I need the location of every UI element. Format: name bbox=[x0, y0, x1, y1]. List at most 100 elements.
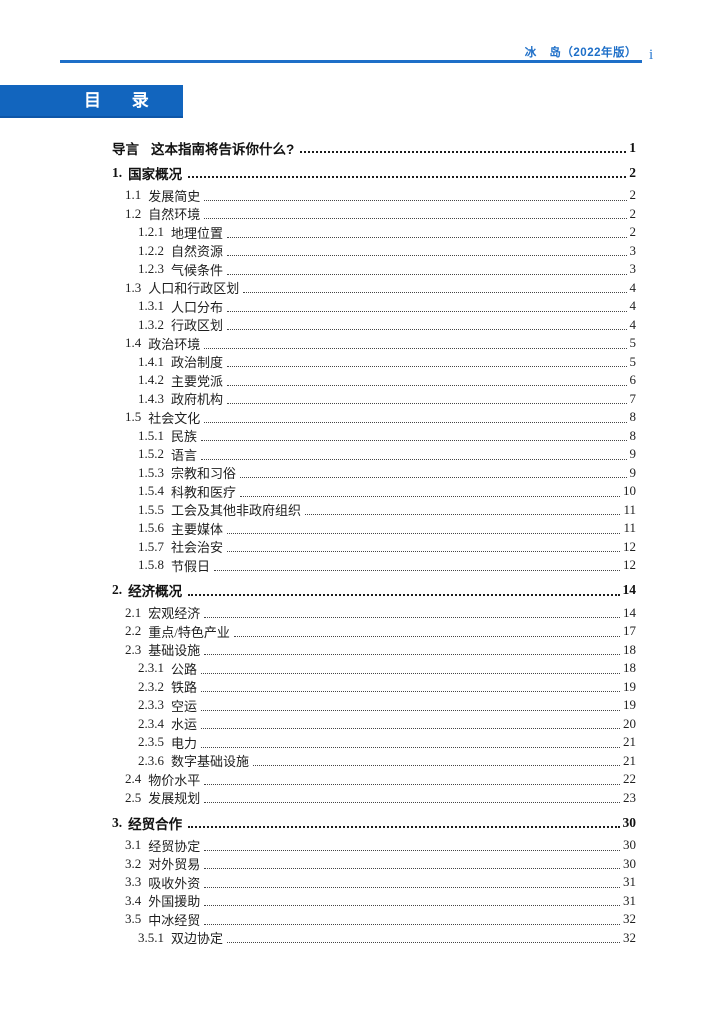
toc-entry[interactable]: 1.5.2 语言 9 bbox=[112, 445, 636, 464]
dot-leader bbox=[201, 709, 620, 711]
toc-entry-title: 发展规划 bbox=[148, 791, 201, 807]
dot-leader bbox=[204, 802, 620, 803]
toc-entry[interactable]: 2.5 发展规划 23 bbox=[112, 789, 636, 808]
toc-entry-title: 政治制度 bbox=[171, 355, 224, 371]
toc-entry[interactable]: 1.5.8 节假日 12 bbox=[112, 556, 636, 575]
toc-entry-number: 3.2 bbox=[125, 855, 142, 871]
toc-entry-number: 1.5.5 bbox=[138, 501, 164, 517]
toc-entry[interactable]: 1.5 社会文化 8 bbox=[112, 408, 636, 427]
dot-leader bbox=[305, 514, 621, 515]
toc-entry[interactable]: 2.4 物价水平 22 bbox=[112, 770, 636, 789]
toc-entry[interactable]: 1.1 发展简史 2 bbox=[112, 186, 636, 205]
toc-entry[interactable]: 3.5 中冰经贸 32 bbox=[112, 910, 636, 929]
toc-entry-title: 经贸合作 bbox=[128, 816, 183, 832]
dot-leader bbox=[227, 532, 621, 534]
toc-entry-title: 外国援助 bbox=[148, 894, 201, 910]
toc-entry-number: 3.5.1 bbox=[138, 929, 164, 945]
dot-leader bbox=[201, 746, 620, 748]
toc-entry[interactable]: 1.5.3 宗教和习俗 9 bbox=[112, 464, 636, 483]
toc-entry[interactable]: 1.5.7 社会治安 12 bbox=[112, 538, 636, 557]
toc-entry[interactable]: 1.3.2 行政区划 4 bbox=[112, 316, 636, 335]
toc-entry[interactable]: 2. 经济概况 14 bbox=[112, 581, 636, 600]
toc-entry[interactable]: 3.4 外国援助 31 bbox=[112, 892, 636, 911]
toc-entry[interactable]: 2.3.3 空运 19 bbox=[112, 696, 636, 715]
toc-entry[interactable]: 3.3 吸收外资 31 bbox=[112, 873, 636, 892]
toc-entry[interactable]: 1.4.1 政治制度 5 bbox=[112, 353, 636, 372]
toc-entry[interactable]: 1.4 政治环境 5 bbox=[112, 334, 636, 353]
toc-entry-title: 人口和行政区划 bbox=[148, 281, 240, 297]
dot-leader bbox=[204, 347, 627, 349]
toc-entry[interactable]: 导言 这本指南将告诉你什么? 1 bbox=[112, 138, 636, 157]
toc-entry[interactable]: 2.3 基础设施 18 bbox=[112, 641, 636, 660]
toc-entry-title: 气候条件 bbox=[171, 262, 224, 278]
toc-entry[interactable]: 1.2.2 自然资源 3 bbox=[112, 242, 636, 261]
toc-entry[interactable]: 1.5.4 科教和医疗 10 bbox=[112, 482, 636, 501]
toc-entry-page: 2 bbox=[629, 164, 636, 180]
dot-leader bbox=[204, 617, 620, 618]
toc-entry[interactable]: 1. 国家概况 2 bbox=[112, 163, 636, 182]
toc-entry-page: 5 bbox=[629, 335, 637, 351]
toc-entry[interactable]: 2.2 重点/特色产业 17 bbox=[112, 622, 636, 641]
toc-entry-number: 2.3.1 bbox=[138, 660, 164, 676]
toc-entry[interactable]: 2.1 宏观经济 14 bbox=[112, 604, 636, 623]
toc-entry-number: 1.4.2 bbox=[138, 372, 164, 388]
toc-entry[interactable]: 1.2 自然环境 2 bbox=[112, 205, 636, 224]
toc-entry[interactable]: 3.2 对外贸易 30 bbox=[112, 855, 636, 874]
toc-entry-page: 32 bbox=[623, 911, 636, 927]
dot-leader bbox=[253, 765, 620, 766]
toc-entry[interactable]: 1.5.5 工会及其他非政府组织 11 bbox=[112, 501, 636, 520]
toc-entry-page: 14 bbox=[623, 604, 636, 620]
toc-entry[interactable]: 1.3 人口和行政区划 4 bbox=[112, 279, 636, 298]
toc-entry-title: 民族 bbox=[171, 429, 198, 445]
toc-entry-page: 18 bbox=[623, 660, 636, 676]
toc-entry-number: 1.5.3 bbox=[138, 464, 164, 480]
toc-entry-title: 工会及其他非政府组织 bbox=[171, 503, 302, 519]
toc-entry-title: 地理位置 bbox=[171, 225, 224, 241]
toc-entry[interactable]: 1.4.2 主要党派 6 bbox=[112, 371, 636, 390]
toc-entry[interactable]: 3.5.1 双边协定 32 bbox=[112, 929, 636, 948]
toc-entry-page: 4 bbox=[629, 316, 637, 332]
toc-entry-number: 1.2.2 bbox=[138, 242, 164, 258]
dot-leader bbox=[227, 273, 627, 275]
dot-leader bbox=[227, 310, 627, 312]
toc-entry-title: 经济概况 bbox=[128, 584, 183, 599]
toc-entry[interactable]: 3. 经贸合作 30 bbox=[112, 813, 636, 832]
toc-entry-page: 19 bbox=[623, 678, 636, 694]
toc-entry-page: 2 bbox=[629, 224, 637, 240]
toc-entry-number: 2.2 bbox=[125, 623, 142, 639]
toc-entry[interactable]: 1.5.6 主要媒体 11 bbox=[112, 519, 636, 538]
toc-entry[interactable]: 2.3.1 公路 18 bbox=[112, 659, 636, 678]
toc-entry[interactable]: 2.3.2 铁路 19 bbox=[112, 678, 636, 697]
toc-entry-number: 导言 bbox=[112, 141, 139, 157]
toc-entry-title: 主要党派 bbox=[171, 373, 224, 389]
toc-entry-title: 经贸协定 bbox=[148, 838, 201, 854]
toc-entry-page: 18 bbox=[623, 641, 636, 657]
toc-entry-page: 30 bbox=[622, 814, 637, 830]
toc-title: 目 录 bbox=[84, 91, 149, 110]
toc-entry-number: 1.5 bbox=[125, 409, 142, 425]
dot-leader bbox=[204, 421, 627, 423]
toc-entry[interactable]: 3.1 经贸协定 30 bbox=[112, 836, 636, 855]
toc-entry-number: 2.3.4 bbox=[138, 715, 164, 731]
toc-entry-page: 23 bbox=[623, 789, 636, 805]
toc-entry-title: 物价水平 bbox=[148, 772, 201, 788]
toc-entry-number: 2.3.5 bbox=[138, 734, 164, 750]
toc-entry-title: 主要媒体 bbox=[171, 521, 224, 537]
toc-entry-number: 1.1 bbox=[125, 187, 142, 203]
toc-entry[interactable]: 1.3.1 人口分布 4 bbox=[112, 297, 636, 316]
toc-entry-page: 9 bbox=[629, 464, 637, 480]
toc-entry-page: 31 bbox=[623, 874, 636, 890]
toc-entry[interactable]: 2.3.6 数字基础设施 21 bbox=[112, 752, 636, 771]
toc-entry-page: 5 bbox=[629, 353, 637, 369]
toc-entry[interactable]: 2.3.4 水运 20 bbox=[112, 715, 636, 734]
toc-entry[interactable]: 1.2.3 气候条件 3 bbox=[112, 260, 636, 279]
toc-entry[interactable]: 1.5.1 民族 8 bbox=[112, 427, 636, 446]
toc-entry-page: 7 bbox=[629, 390, 637, 406]
dot-leader bbox=[201, 691, 620, 692]
toc-entry[interactable]: 2.3.5 电力 21 bbox=[112, 733, 636, 752]
toc-entry[interactable]: 1.4.3 政府机构 7 bbox=[112, 390, 636, 409]
dot-leader bbox=[214, 569, 620, 571]
toc-entry[interactable]: 1.2.1 地理位置 2 bbox=[112, 223, 636, 242]
toc-entry-title: 发展简史 bbox=[148, 188, 201, 204]
toc-entry-title: 中冰经贸 bbox=[148, 912, 201, 928]
